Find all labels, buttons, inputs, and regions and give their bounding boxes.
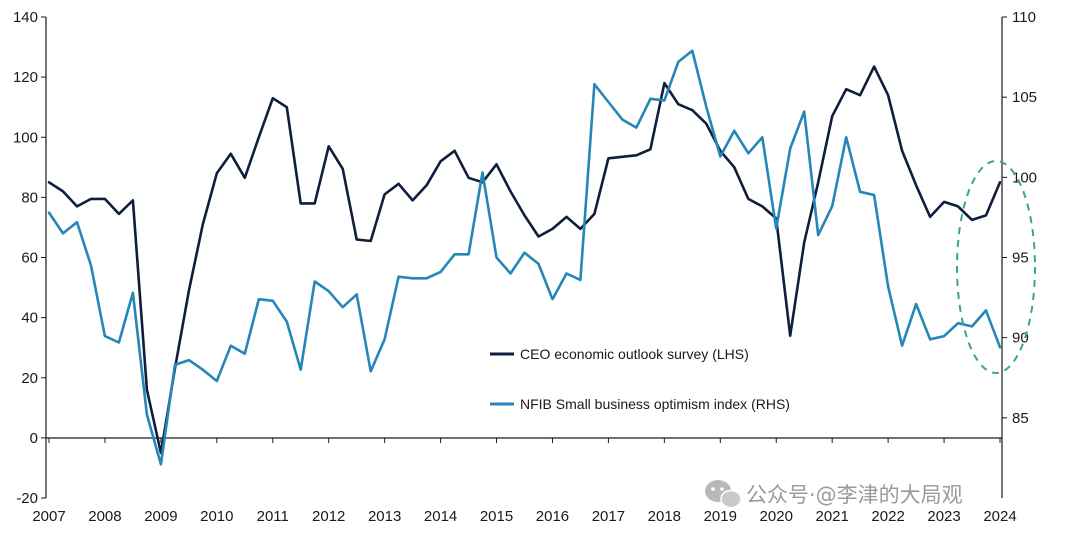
y-left-tick-label: 140 [13, 9, 38, 26]
x-tick-label: 2010 [200, 508, 233, 525]
y-left-tick-label: 100 [13, 129, 38, 146]
x-tick-label: 2007 [32, 508, 65, 525]
series-line-ceo-outlook [47, 65, 1002, 455]
y-left-tick-label: 40 [21, 310, 38, 327]
y-right-tick-label: 90 [1012, 330, 1029, 347]
x-tick-label: 2020 [760, 508, 793, 525]
x-tick-label: 2012 [312, 508, 345, 525]
legend: CEO economic outlook survey (LHS) NFIB S… [490, 346, 790, 412]
x-tick-label: 2017 [592, 508, 625, 525]
x-tick-label: 2023 [927, 508, 960, 525]
y-left-tick-label: 20 [21, 370, 38, 387]
x-tick-label: 2016 [536, 508, 569, 525]
x-tick-label: 2015 [480, 508, 513, 525]
legend-label-nfib: NFIB Small business optimism index (RHS) [520, 396, 790, 412]
y-left-tick-label: 80 [21, 189, 38, 206]
x-tick-label: 2008 [88, 508, 121, 525]
x-tick-label: 2019 [704, 508, 737, 525]
y-right-tick-label: 85 [1012, 410, 1029, 427]
y-right-tick-label: 100 [1012, 169, 1037, 186]
highlight-ellipse [956, 160, 1036, 374]
x-tick-label: 2018 [648, 508, 681, 525]
y-right-tick-label: 110 [1012, 9, 1036, 26]
y-left-tick-label: 60 [21, 250, 38, 267]
x-tick-label: 2013 [368, 508, 401, 525]
y-right-tick-label: 105 [1012, 89, 1037, 106]
watermark-text: 公众号·@李津的大局观 [746, 483, 963, 507]
y-left-tick-label: 0 [30, 430, 38, 447]
y-left-tick-label: 120 [13, 69, 38, 86]
x-tick-label: 2021 [815, 508, 848, 525]
x-tick-label: 2022 [871, 508, 904, 525]
x-tick-label: 2011 [257, 508, 289, 525]
y-right-tick-label: 95 [1012, 250, 1029, 267]
x-tick-label: 2024 [983, 508, 1016, 525]
x-tick-label: 2014 [424, 508, 457, 525]
chat-bubble-icon [705, 480, 742, 509]
x-tick-label: 2009 [144, 508, 177, 525]
y-left-tick-label: -20 [16, 490, 38, 507]
legend-label-ceo: CEO economic outlook survey (LHS) [520, 346, 749, 362]
watermark: 公众号·@李津的大局观 [705, 480, 963, 509]
